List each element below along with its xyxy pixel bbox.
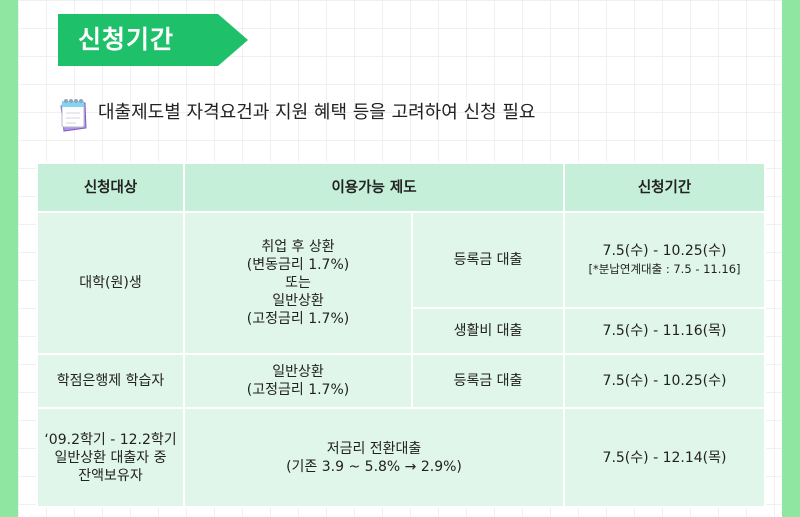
row2-plan-line: 일반상환 (272, 364, 324, 380)
row3-target-line: 일반상환 대출자 중 (54, 449, 167, 466)
row1-plan-line: 또는 (285, 275, 311, 291)
section-banner-arrow (218, 14, 248, 66)
table-row: ‘09.2학기 - 12.2학기 일반상환 대출자 중 잔액보유자 저금리 전환… (36, 407, 766, 508)
table-row: 생활비 대출 7.5(수) - 11.16(목) (37, 307, 766, 355)
row2-period: 7.5(수) - 10.25(수) (563, 353, 766, 409)
row1-loan-tuition: 등록금 대출 (411, 211, 565, 309)
period-text: 7.5(수) - 10.25(수) (602, 243, 727, 259)
row3-target-line: 잔액보유자 (78, 467, 143, 484)
header-target: 신청대상 (36, 162, 185, 213)
table-row: 대학(원)생 취업 후 상환 (변동금리 1.7%) 또는 일반상환 (고정금리… (36, 211, 766, 355)
intro-text: 대출제도별 자격요건과 지원 혜택 등을 고려하여 신청 필요 (98, 102, 536, 123)
application-period-table: 신청대상 이용가능 제도 신청기간 대학(원)생 취업 후 상환 (변동금리 1… (36, 162, 766, 508)
row1-period-tuition: 7.5(수) - 10.25(수) [*분납연계대출 : 7.5 - 11.16… (563, 211, 766, 309)
row3-target: ‘09.2학기 - 12.2학기 일반상환 대출자 중 잔액보유자 (36, 407, 185, 508)
row3-plan: 저금리 전환대출 (기존 3.9 ~ 5.8% → 2.9%) (183, 407, 565, 508)
row2-plan-line: (고정금리 1.7%) (246, 382, 350, 398)
row1-loan-living: 생활비 대출 (411, 307, 565, 355)
row1-plan-line: 일반상환 (272, 293, 324, 309)
header-plan: 이용가능 제도 (183, 162, 565, 213)
table-header-row: 신청대상 이용가능 제도 신청기간 (36, 162, 766, 213)
notepad-icon (60, 99, 87, 132)
row2-target: 학점은행제 학습자 (36, 353, 185, 409)
table-row: 학점은행제 학습자 일반상환 (고정금리 1.7%) 등록금 대출 7.5(수)… (36, 353, 766, 409)
row1-plan-line: (변동금리 1.7%) (246, 257, 350, 273)
row3-period: 7.5(수) - 12.14(목) (563, 407, 766, 508)
header-period: 신청기간 (563, 162, 766, 213)
row1-plan-line: 취업 후 상환 (261, 239, 335, 255)
row2-loan: 등록금 대출 (411, 353, 565, 409)
row1-plan-line: (고정금리 1.7%) (246, 311, 350, 327)
row1-target: 대학(원)생 (36, 211, 185, 355)
row1-period-living: 7.5(수) - 11.16(목) (563, 307, 766, 355)
row2-plan: 일반상환 (고정금리 1.7%) (183, 353, 413, 409)
row3-plan-line: 저금리 전환대출 (326, 440, 422, 457)
section-banner (58, 14, 218, 66)
row3-target-line: ‘09.2학기 - 12.2학기 (44, 431, 177, 448)
section-title: 신청기간 (78, 25, 175, 54)
period-note: [*분납연계대출 : 7.5 - 11.16] (588, 262, 741, 276)
row1-plan: 취업 후 상환 (변동금리 1.7%) 또는 일반상환 (고정금리 1.7%) (183, 211, 413, 355)
row3-plan-line: (기존 3.9 ~ 5.8% → 2.9%) (286, 458, 462, 475)
